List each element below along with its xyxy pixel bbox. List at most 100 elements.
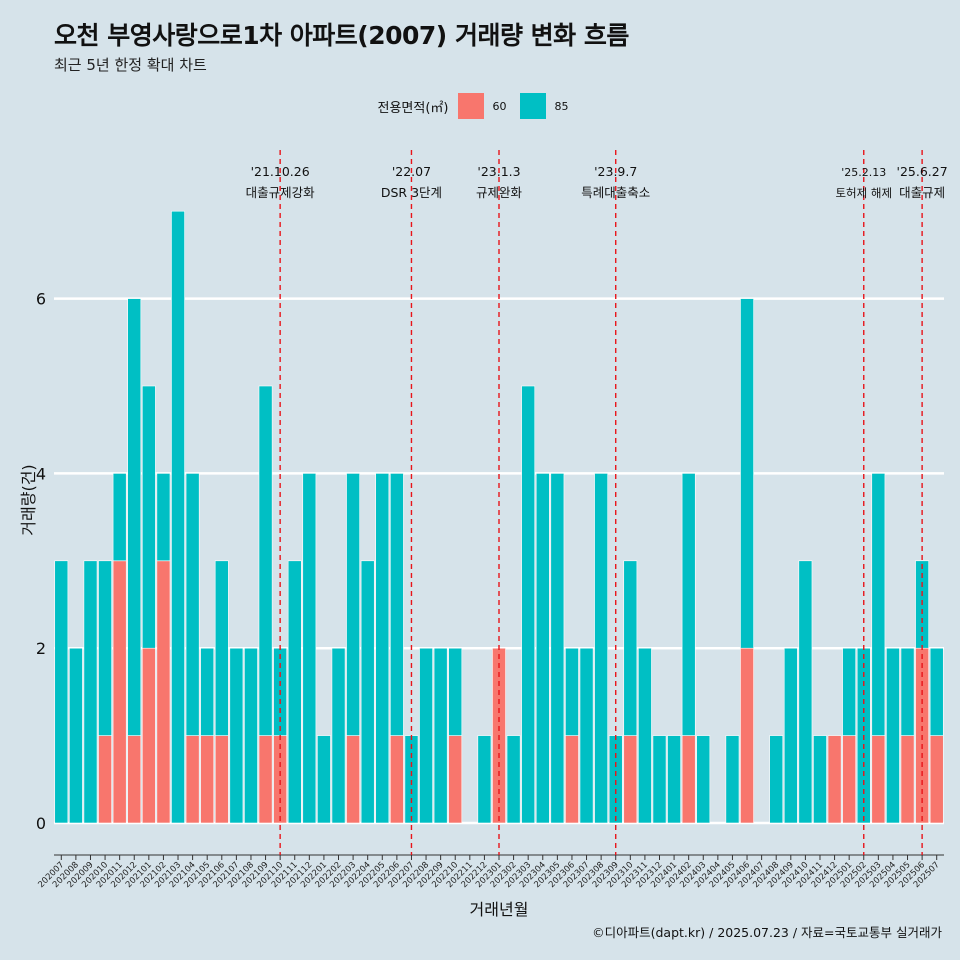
bar-85-202401	[667, 735, 681, 824]
bar-85-202202	[331, 647, 346, 824]
bar-60-202104	[185, 735, 200, 824]
bar-85-202303	[521, 385, 536, 824]
bar-85-202107	[229, 647, 244, 824]
bar-85-202306	[565, 647, 579, 736]
event-date-label: '22.07	[392, 164, 431, 179]
bar-85-202312	[652, 735, 667, 824]
bar-85-202402	[681, 473, 696, 736]
legend-swatch-60	[458, 93, 485, 119]
bar-60-202206	[390, 735, 404, 824]
bar-85-202009	[83, 560, 98, 824]
bar-85-202203	[346, 473, 360, 736]
bar-60-202503	[871, 735, 886, 824]
bar-60-202203	[346, 735, 360, 824]
bar-60-202101	[141, 647, 156, 824]
bar-60-202310	[623, 735, 638, 824]
event-label: 대출규제	[899, 185, 945, 200]
bar-60-202011	[112, 560, 127, 824]
bar-85-202503	[871, 473, 886, 736]
bar-85-202311	[638, 647, 652, 824]
bar-60-202306	[565, 735, 579, 824]
bar-85-202106	[214, 560, 229, 736]
legend-label-60: 60	[492, 99, 507, 113]
event-label: 대출규제강화	[246, 185, 316, 200]
bar-85-202109	[258, 385, 273, 736]
y-tick-label: 6	[36, 290, 46, 309]
event-date-label: '23.1.3	[477, 164, 520, 179]
bar-85-202112	[302, 473, 317, 824]
bar-60-202210	[448, 735, 463, 824]
bar-85-202305	[550, 473, 565, 824]
bar-85-202204	[360, 560, 375, 824]
bar-60-202505	[900, 735, 915, 824]
bar-85-202011	[112, 473, 127, 562]
y-tick-label: 0	[36, 814, 46, 833]
bar-85-202010	[98, 560, 112, 736]
bar-85-202205	[375, 473, 390, 824]
y-tick-label: 2	[36, 639, 46, 658]
event-date-label: '25.2.13	[841, 166, 886, 179]
event-label: DSR 3단계	[381, 185, 442, 200]
bar-85-202405	[725, 735, 740, 824]
event-label: 토허제 해제	[835, 186, 892, 200]
bar-60-202010	[98, 735, 112, 824]
bar-60-202501	[842, 735, 857, 824]
bar-85-202310	[623, 560, 638, 736]
bar-85-202501	[842, 647, 857, 736]
bar-85-202105	[200, 647, 215, 736]
event-date-label: '21.10.26	[251, 164, 310, 179]
bar-85-202409	[783, 647, 798, 824]
event-label: 특례대출축소	[581, 185, 650, 200]
bar-85-202101	[141, 385, 156, 649]
bar-60-202402	[681, 735, 696, 824]
bar-85-202007	[54, 560, 69, 824]
legend-item-60: 60	[458, 93, 512, 119]
bar-85-202212	[477, 735, 492, 824]
legend-title: 전용면적(㎡)	[377, 100, 449, 116]
legend-item-85: 85	[520, 93, 574, 119]
bar-60-202105	[200, 735, 215, 824]
bar-85-202103	[171, 210, 185, 824]
y-tick-label: 4	[36, 464, 46, 483]
bar-85-202008	[69, 647, 83, 824]
bar-85-202111	[287, 560, 302, 824]
bar-60-202106	[214, 735, 229, 824]
bar-85-202104	[185, 473, 200, 736]
bar-85-202209	[433, 647, 448, 824]
bar-85-202505	[900, 647, 915, 736]
event-date-label: '25.6.27	[897, 164, 948, 179]
event-label: 규제완화	[476, 185, 523, 200]
bar-60-202507	[929, 735, 944, 824]
bar-85-202408	[769, 735, 784, 824]
bar-60-202012	[127, 735, 142, 824]
bar-85-202307	[579, 647, 594, 824]
bar-85-202012	[127, 298, 142, 736]
bar-85-202308	[594, 473, 608, 824]
bar-85-202411	[813, 735, 827, 824]
bar-85-202504	[886, 647, 900, 824]
bar-85-202302	[506, 735, 521, 824]
bar-60-202412	[827, 735, 842, 824]
bar-60-202109	[258, 735, 273, 824]
bar-85-202208	[419, 647, 433, 824]
x-axis-title: 거래년월	[470, 900, 529, 919]
y-axis-title: 거래량(건)	[19, 464, 38, 535]
bar-85-202304	[535, 473, 550, 824]
bar-85-202206	[390, 473, 404, 736]
event-date-label: '23.9.7	[594, 164, 637, 179]
bar-85-202102	[156, 473, 171, 562]
bar-85-202406	[740, 298, 754, 649]
bar-60-202102	[156, 560, 171, 824]
legend-swatch-85	[520, 93, 547, 119]
bar-85-202210	[448, 647, 463, 736]
bar-85-202410	[798, 560, 813, 824]
bar-60-202406	[740, 647, 754, 824]
chart-title: 오천 부영사랑으로1차 아파트(2007) 거래량 변화 흐름	[54, 21, 629, 50]
legend-label-85: 85	[554, 99, 569, 113]
legend: 전용면적(㎡) 60 85	[0, 93, 960, 119]
source-caption: ©디아파트(dapt.kr) / 2025.07.23 / 자료=국토교통부 실…	[592, 925, 942, 940]
bar-85-202108	[244, 647, 258, 824]
bar-85-202201	[317, 735, 331, 824]
chart-subtitle: 최근 5년 한정 확대 차트	[54, 56, 207, 74]
